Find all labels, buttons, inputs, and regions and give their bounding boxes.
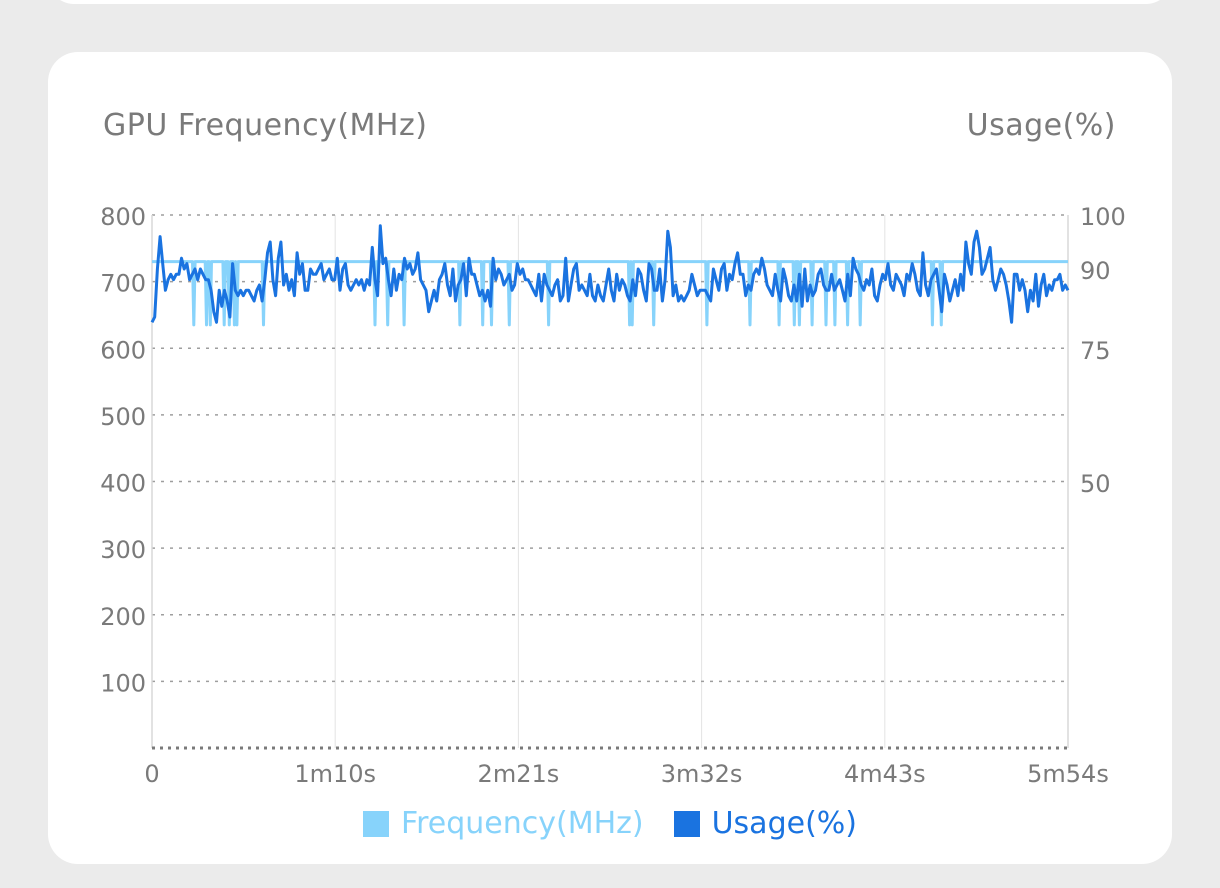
y-tick-label-left: 600 (100, 336, 146, 364)
x-tick-label: 0 (144, 760, 159, 788)
usage-legend-label: Usage(%) (711, 806, 857, 841)
x-tick-label: 4m43s (844, 760, 926, 788)
y-tick-label-left: 500 (100, 403, 146, 431)
legend-item-frequency[interactable]: Frequency(MHz) (363, 806, 644, 841)
y-tick-label-left: 300 (100, 536, 146, 564)
legend-item-usage[interactable]: Usage(%) (673, 806, 857, 841)
usage-swatch (673, 810, 700, 837)
usage-series-line (150, 224, 1070, 324)
frequency-series-line (151, 260, 1069, 327)
y-tick-label-right: 90 (1080, 257, 1111, 285)
y-tick-label-left: 200 (100, 603, 146, 631)
chart-legend: Frequency(MHz) Usage(%) (0, 806, 1220, 841)
frequency-swatch (363, 810, 390, 837)
gpu-chart-card (48, 52, 1172, 864)
frequency-legend-label: Frequency(MHz) (401, 806, 644, 841)
y-tick-label-right: 75 (1080, 337, 1111, 365)
y-tick-label-right: 100 (1080, 203, 1126, 231)
x-tick-label: 3m32s (661, 760, 743, 788)
y-tick-label-left: 800 (100, 203, 146, 231)
right-axis-title: Usage(%) (966, 108, 1116, 143)
y-tick-label-left: 700 (100, 270, 146, 298)
x-tick-label: 2m21s (478, 760, 560, 788)
y-tick-label-right: 50 (1080, 470, 1111, 498)
chart-title: GPU Frequency(MHz) (103, 108, 428, 143)
x-tick-label: 5m54s (1027, 760, 1109, 788)
previous-card (48, 0, 1172, 4)
y-tick-label-left: 100 (100, 669, 146, 697)
x-tick-label: 1m10s (294, 760, 376, 788)
y-tick-label-left: 400 (100, 470, 146, 498)
